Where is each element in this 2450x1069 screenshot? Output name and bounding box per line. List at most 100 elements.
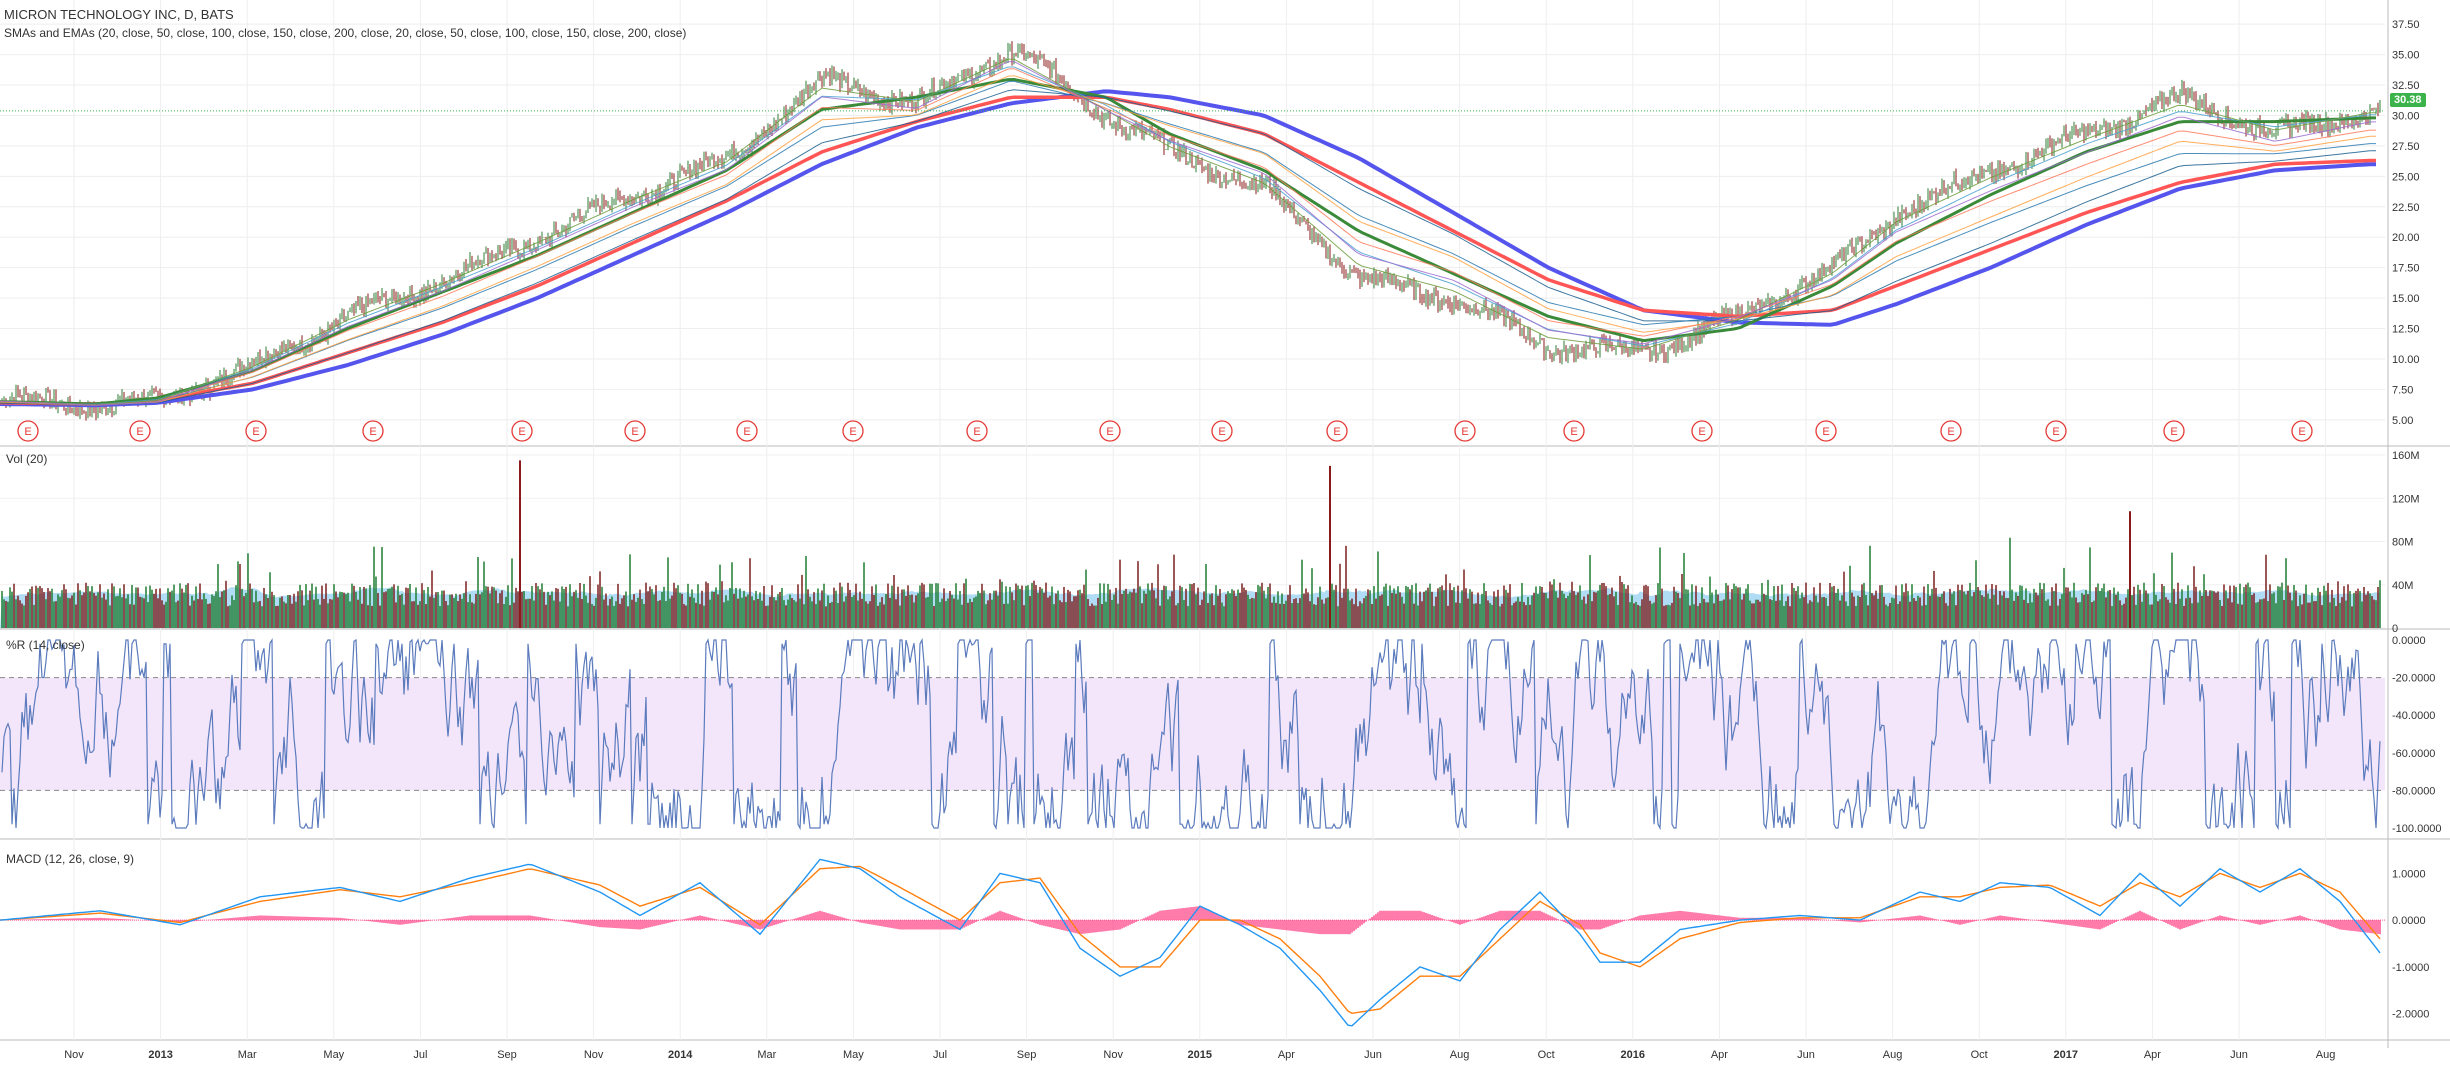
volume-tick-label: 80M (2392, 537, 2413, 549)
earnings-marker-label: E (1947, 426, 1954, 438)
earnings-marker-label: E (973, 426, 980, 438)
earnings-marker-label: E (1333, 426, 1340, 438)
time-tick-label: Jun (2230, 1049, 2248, 1061)
earnings-marker-label: E (369, 426, 376, 438)
ma-ribbon-line (0, 80, 2376, 405)
williams-r-tick-label: -100.0000 (2392, 823, 2442, 835)
earnings-marker-icon (1563, 420, 1585, 442)
earnings-marker-icon (1454, 420, 1476, 442)
macd-title: MACD (12, 26, close, 9) (6, 852, 135, 866)
volume-title: Vol (20) (6, 452, 48, 466)
time-tick-label: Nov (1103, 1049, 1123, 1061)
williams-r-tick-label: 0.0000 (2392, 635, 2426, 647)
volume-tick-label: 120M (2392, 493, 2420, 505)
earnings-marker-label: E (1461, 426, 1468, 438)
time-tick-label: Apr (2144, 1049, 2161, 1061)
earnings-marker-label: E (1822, 426, 1829, 438)
time-tick-label: Sep (1017, 1049, 1037, 1061)
earnings-marker-label: E (849, 426, 856, 438)
earnings-marker-icon (362, 420, 384, 442)
earnings-marker-label: E (2170, 426, 2177, 438)
earnings-marker-icon (1815, 420, 1837, 442)
earnings-marker-icon (129, 420, 151, 442)
earnings-marker-icon (17, 420, 39, 442)
ma-ribbon-line (0, 66, 2376, 405)
time-tick-label: Apr (1278, 1049, 1295, 1061)
time-tick-label: Jun (1797, 1049, 1815, 1061)
williams-r-tick-label: -60.0000 (2392, 748, 2435, 760)
earnings-marker-icon (1211, 420, 1233, 442)
earnings-marker-icon (966, 420, 988, 442)
earnings-marker-icon (1940, 420, 1962, 442)
time-tick-label: Aug (2316, 1049, 2336, 1061)
time-tick-label: Jul (933, 1049, 947, 1061)
price-tick-label: 10.00 (2392, 354, 2420, 366)
time-tick-label: Oct (1971, 1049, 1988, 1061)
earnings-marker-label: E (631, 426, 638, 438)
williams-r-pane[interactable] (0, 637, 2385, 831)
earnings-marker-icon (1691, 420, 1713, 442)
earnings-marker-icon (624, 420, 646, 442)
macd-tick-label: -1.0000 (2392, 962, 2429, 974)
macd-line (0, 858, 2381, 1027)
price-tick-label: 12.50 (2392, 324, 2420, 336)
earnings-marker-icon (736, 420, 758, 442)
macd-pane[interactable] (0, 858, 2385, 1027)
time-tick-label: 2017 (2054, 1049, 2078, 1061)
earnings-marker-label: E (1570, 426, 1577, 438)
ma-ribbon-line (0, 60, 2376, 406)
symbol-title: MICRON TECHNOLOGY INC, D, BATS (4, 7, 234, 22)
time-tick-label: Nov (64, 1049, 84, 1061)
time-tick-label: Oct (1538, 1049, 1555, 1061)
time-tick-label: Jul (413, 1049, 427, 1061)
ma-line-1 (0, 89, 2376, 408)
volume-pane[interactable] (0, 460, 2381, 628)
earnings-marker-label: E (2298, 426, 2305, 438)
volume-tick-label: 160M (2392, 450, 2420, 462)
ma-line-3 (0, 78, 2376, 406)
volume-tick-label: 40M (2392, 580, 2413, 592)
time-tick-label: Aug (1883, 1049, 1903, 1061)
macd-tick-label: 0.0000 (2392, 915, 2426, 927)
time-tick-label: 2015 (1188, 1049, 1212, 1061)
time-tick-label: May (323, 1049, 344, 1061)
time-tick-label: Mar (757, 1049, 776, 1061)
price-tick-label: 5.00 (2392, 415, 2413, 427)
time-tick-label: Apr (1711, 1049, 1728, 1061)
macd-tick-label: 1.0000 (2392, 868, 2426, 880)
price-tick-label: 7.50 (2392, 384, 2413, 396)
volume-tick-label: 0 (2392, 623, 2398, 635)
time-tick-label: 2013 (148, 1049, 172, 1061)
earnings-marker-label: E (743, 426, 750, 438)
earnings-marker-label: E (1106, 426, 1113, 438)
earnings-marker-icon (2045, 420, 2067, 442)
williams-r-title: %R (14, close) (6, 638, 85, 652)
ma-ribbon-line (0, 75, 2376, 406)
ma-ribbon-line (0, 89, 2376, 406)
earnings-marker-label: E (1218, 426, 1225, 438)
earnings-marker-label: E (24, 426, 31, 438)
williams-r-tick-label: -20.0000 (2392, 673, 2435, 685)
ma-ribbon-line (0, 68, 2376, 406)
price-tick-label: 35.00 (2392, 50, 2420, 62)
williams-r-line (1, 637, 2381, 831)
price-tick-label: 22.50 (2392, 202, 2420, 214)
earnings-marker-label: E (1698, 426, 1705, 438)
last-price-badge: 30.38 (2390, 93, 2426, 107)
earnings-marker-icon (245, 420, 267, 442)
price-tick-label: 32.50 (2392, 80, 2420, 92)
ma-line-2 (0, 95, 2376, 406)
earnings-marker-icon (842, 420, 864, 442)
earnings-marker-icon (2291, 420, 2313, 442)
price-tick-label: 25.00 (2392, 171, 2420, 183)
price-tick-label: 20.00 (2392, 232, 2420, 244)
earnings-marker-label: E (136, 426, 143, 438)
indicator-title: SMAs and EMAs (20, close, 50, close, 100… (4, 26, 687, 40)
williams-r-band (0, 677, 2385, 791)
price-tick-label: 37.50 (2392, 19, 2420, 31)
time-tick-label: 2014 (668, 1049, 693, 1061)
earnings-marker-label: E (2052, 426, 2059, 438)
